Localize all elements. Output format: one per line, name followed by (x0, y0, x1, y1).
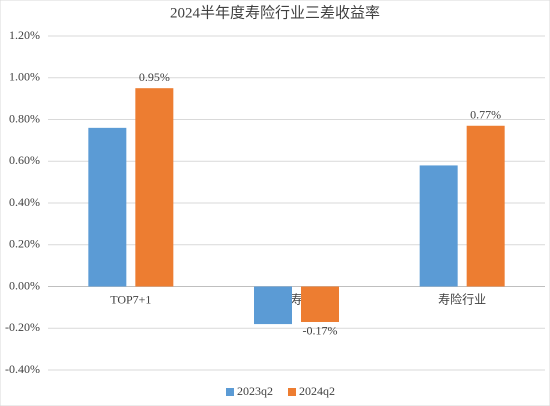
y-tick-label: 1.00% (9, 70, 40, 84)
y-tick-label: 0.20% (9, 237, 40, 251)
data-label: 0.95% (139, 70, 170, 84)
legend-swatch (226, 388, 234, 396)
bar (466, 125, 505, 287)
x-tick-label: TOP7+1 (110, 292, 151, 306)
y-tick-label: -0.20% (5, 320, 40, 334)
y-tick-label: 0.60% (9, 153, 40, 167)
bar (301, 286, 339, 322)
bar (135, 88, 174, 287)
y-tick-label: 0.80% (9, 111, 40, 125)
legend-label: 2024q2 (299, 384, 335, 398)
bar (88, 127, 127, 287)
y-tick-label: 1.20% (9, 28, 40, 42)
y-tick-label: -0.40% (5, 362, 40, 376)
y-tick-label: 0.00% (9, 278, 40, 292)
data-label: 0.77% (470, 108, 501, 122)
bar (254, 286, 292, 325)
chart-title: 2024半年度寿险行业三差收益率 (170, 4, 380, 21)
bar (419, 165, 458, 287)
data-label: -0.17% (303, 324, 338, 338)
legend-label: 2023q2 (237, 384, 273, 398)
x-tick-label: 寿险行业 (438, 291, 486, 306)
y-tick-label: 0.40% (9, 195, 40, 209)
legend-swatch (288, 388, 296, 396)
